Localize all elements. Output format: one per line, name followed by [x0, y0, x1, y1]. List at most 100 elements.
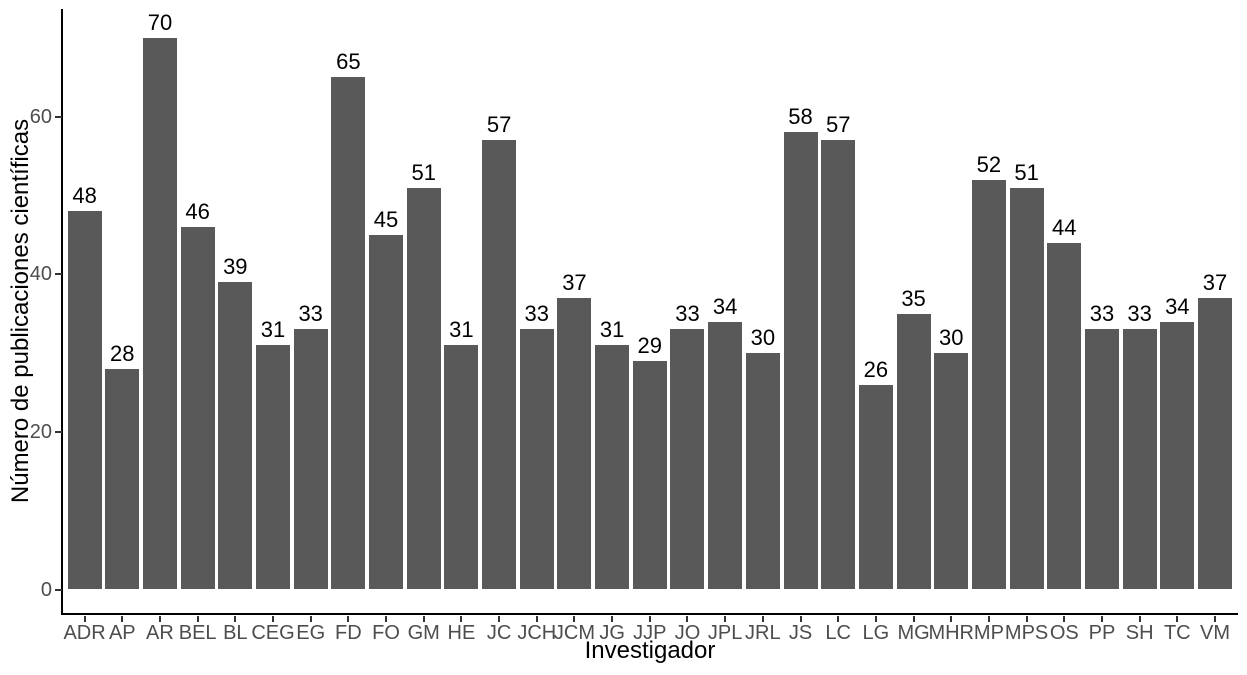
bar: [218, 282, 253, 590]
y-tick-label: 60: [29, 105, 52, 128]
bar-value-label: 39: [223, 254, 248, 280]
bar-value-label: 58: [788, 104, 813, 130]
x-tick-label: ADR: [63, 621, 106, 644]
bar-value-label: 29: [637, 332, 663, 358]
bar-value-label: 44: [1052, 214, 1077, 240]
bar-value-label: 28: [110, 340, 135, 366]
bar-value-label: 34: [712, 293, 738, 319]
y-tick-label: 0: [40, 578, 52, 601]
x-tick-label: AP: [108, 621, 136, 644]
x-tick-label: MHR: [928, 621, 974, 644]
bar: [670, 329, 705, 590]
bar-value-label: 37: [562, 269, 587, 295]
x-tick-label: HE: [447, 621, 476, 644]
bar-value-label: 33: [1127, 301, 1152, 327]
bar-value-label: 31: [599, 317, 625, 343]
bar-value-label: 52: [976, 151, 1002, 177]
x-tick-label: LG: [862, 621, 890, 644]
x-tick-label: AR: [146, 621, 174, 644]
bar: [745, 353, 780, 590]
x-tick-label: LC: [825, 621, 851, 644]
y-tick-mark: [55, 430, 62, 433]
x-tick-mark: [837, 615, 840, 622]
x-tick-mark: [272, 615, 274, 622]
x-tick-label: JC: [486, 621, 512, 644]
bar-value-label: 30: [938, 325, 964, 351]
x-tick-label: JS: [788, 621, 813, 644]
x-tick-mark: [912, 615, 915, 622]
bar-value-label: 45: [373, 206, 399, 232]
bar: [369, 234, 404, 590]
x-tick-label: BL: [223, 621, 248, 644]
x-tick-label: JPL: [707, 621, 743, 644]
x-tick-mark: [950, 615, 953, 622]
x-tick-label: JCM: [553, 621, 595, 644]
bar-value-label: 31: [449, 317, 474, 343]
x-tick-label: MG: [897, 621, 930, 644]
bar-value-label: 48: [72, 183, 97, 209]
y-axis-line: [61, 9, 63, 615]
bar: [482, 140, 517, 590]
x-tick-mark: [1063, 615, 1066, 622]
bar: [519, 329, 554, 590]
bar-value-label: 30: [750, 325, 776, 351]
x-tick-label: FD: [335, 621, 362, 644]
bar: [444, 345, 479, 590]
bar: [1047, 242, 1082, 590]
y-tick-mark: [55, 115, 62, 118]
x-tick-mark: [309, 615, 312, 622]
x-tick-label: MPS: [1004, 621, 1049, 644]
x-tick-mark: [234, 615, 237, 622]
x-tick-mark: [1214, 615, 1216, 622]
bar: [67, 211, 102, 590]
bar-value-label: 37: [1202, 269, 1228, 295]
bar: [105, 368, 140, 590]
x-tick-mark: [799, 615, 802, 622]
x-tick-mark: [686, 615, 689, 622]
bar-value-label: 51: [1014, 159, 1039, 185]
x-tick-mark: [158, 615, 161, 622]
y-axis-title: Número de publicaciones científicas: [7, 118, 34, 504]
bar-value-label: 65: [336, 49, 361, 75]
x-tick-mark: [1138, 615, 1141, 622]
y-tick-label: 40: [29, 263, 52, 286]
x-axis-title: Investigador: [584, 637, 716, 664]
bar: [632, 360, 667, 590]
x-tick-label: TC: [1163, 621, 1191, 644]
x-axis-line: [61, 613, 1238, 615]
bar: [971, 179, 1006, 590]
x-tick-mark: [498, 615, 501, 622]
bar: [142, 37, 177, 590]
bar-value-label: 31: [260, 317, 286, 343]
bar: [293, 329, 328, 590]
bar: [821, 140, 856, 590]
x-tick-mark: [724, 615, 727, 622]
x-tick-mark: [1176, 615, 1179, 622]
x-tick-mark: [987, 615, 990, 622]
x-tick-label: FO: [372, 621, 400, 644]
x-tick-label: OS: [1049, 621, 1079, 644]
x-tick-mark: [196, 615, 199, 622]
bar-value-label: 33: [1089, 301, 1115, 327]
x-tick-label: VM: [1200, 621, 1230, 644]
x-tick-mark: [573, 615, 576, 622]
x-tick-mark: [611, 615, 614, 622]
x-tick-label: EG: [296, 621, 326, 644]
x-tick-mark: [347, 615, 350, 622]
x-tick-mark: [1100, 615, 1103, 622]
bar-value-label: 34: [1165, 293, 1190, 319]
bar-value-label: 35: [901, 285, 926, 311]
x-tick-mark: [385, 615, 388, 622]
y-tick-mark: [55, 588, 62, 591]
bar: [1122, 329, 1157, 590]
bar: [406, 187, 441, 590]
bar-value-label: 57: [825, 112, 851, 138]
x-tick-mark: [422, 615, 425, 622]
x-tick-mark: [83, 615, 86, 622]
x-tick-label: CEG: [251, 621, 295, 644]
bar: [934, 353, 969, 590]
bar: [858, 384, 893, 590]
bar-value-label: 33: [524, 301, 549, 327]
x-tick-label: PP: [1088, 621, 1116, 644]
